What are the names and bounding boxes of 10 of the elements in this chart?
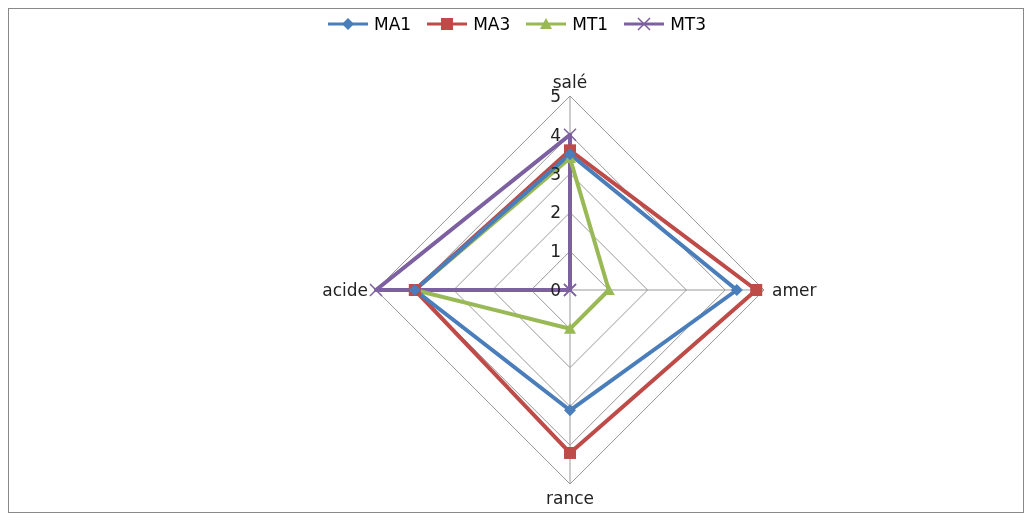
legend-label: MT3 [669,14,706,34]
spoke-label: rance [546,488,594,509]
legend-label: MT1 [571,14,609,34]
y-tick-label: 1 [550,241,561,262]
spoke-label: acide [322,280,368,301]
spoke-label: amer [772,280,817,301]
legend-label: MA3 [472,14,511,34]
y-tick-label: 2 [550,202,561,223]
y-tick-label: 4 [550,124,561,145]
legend-label: MA1 [373,14,412,34]
